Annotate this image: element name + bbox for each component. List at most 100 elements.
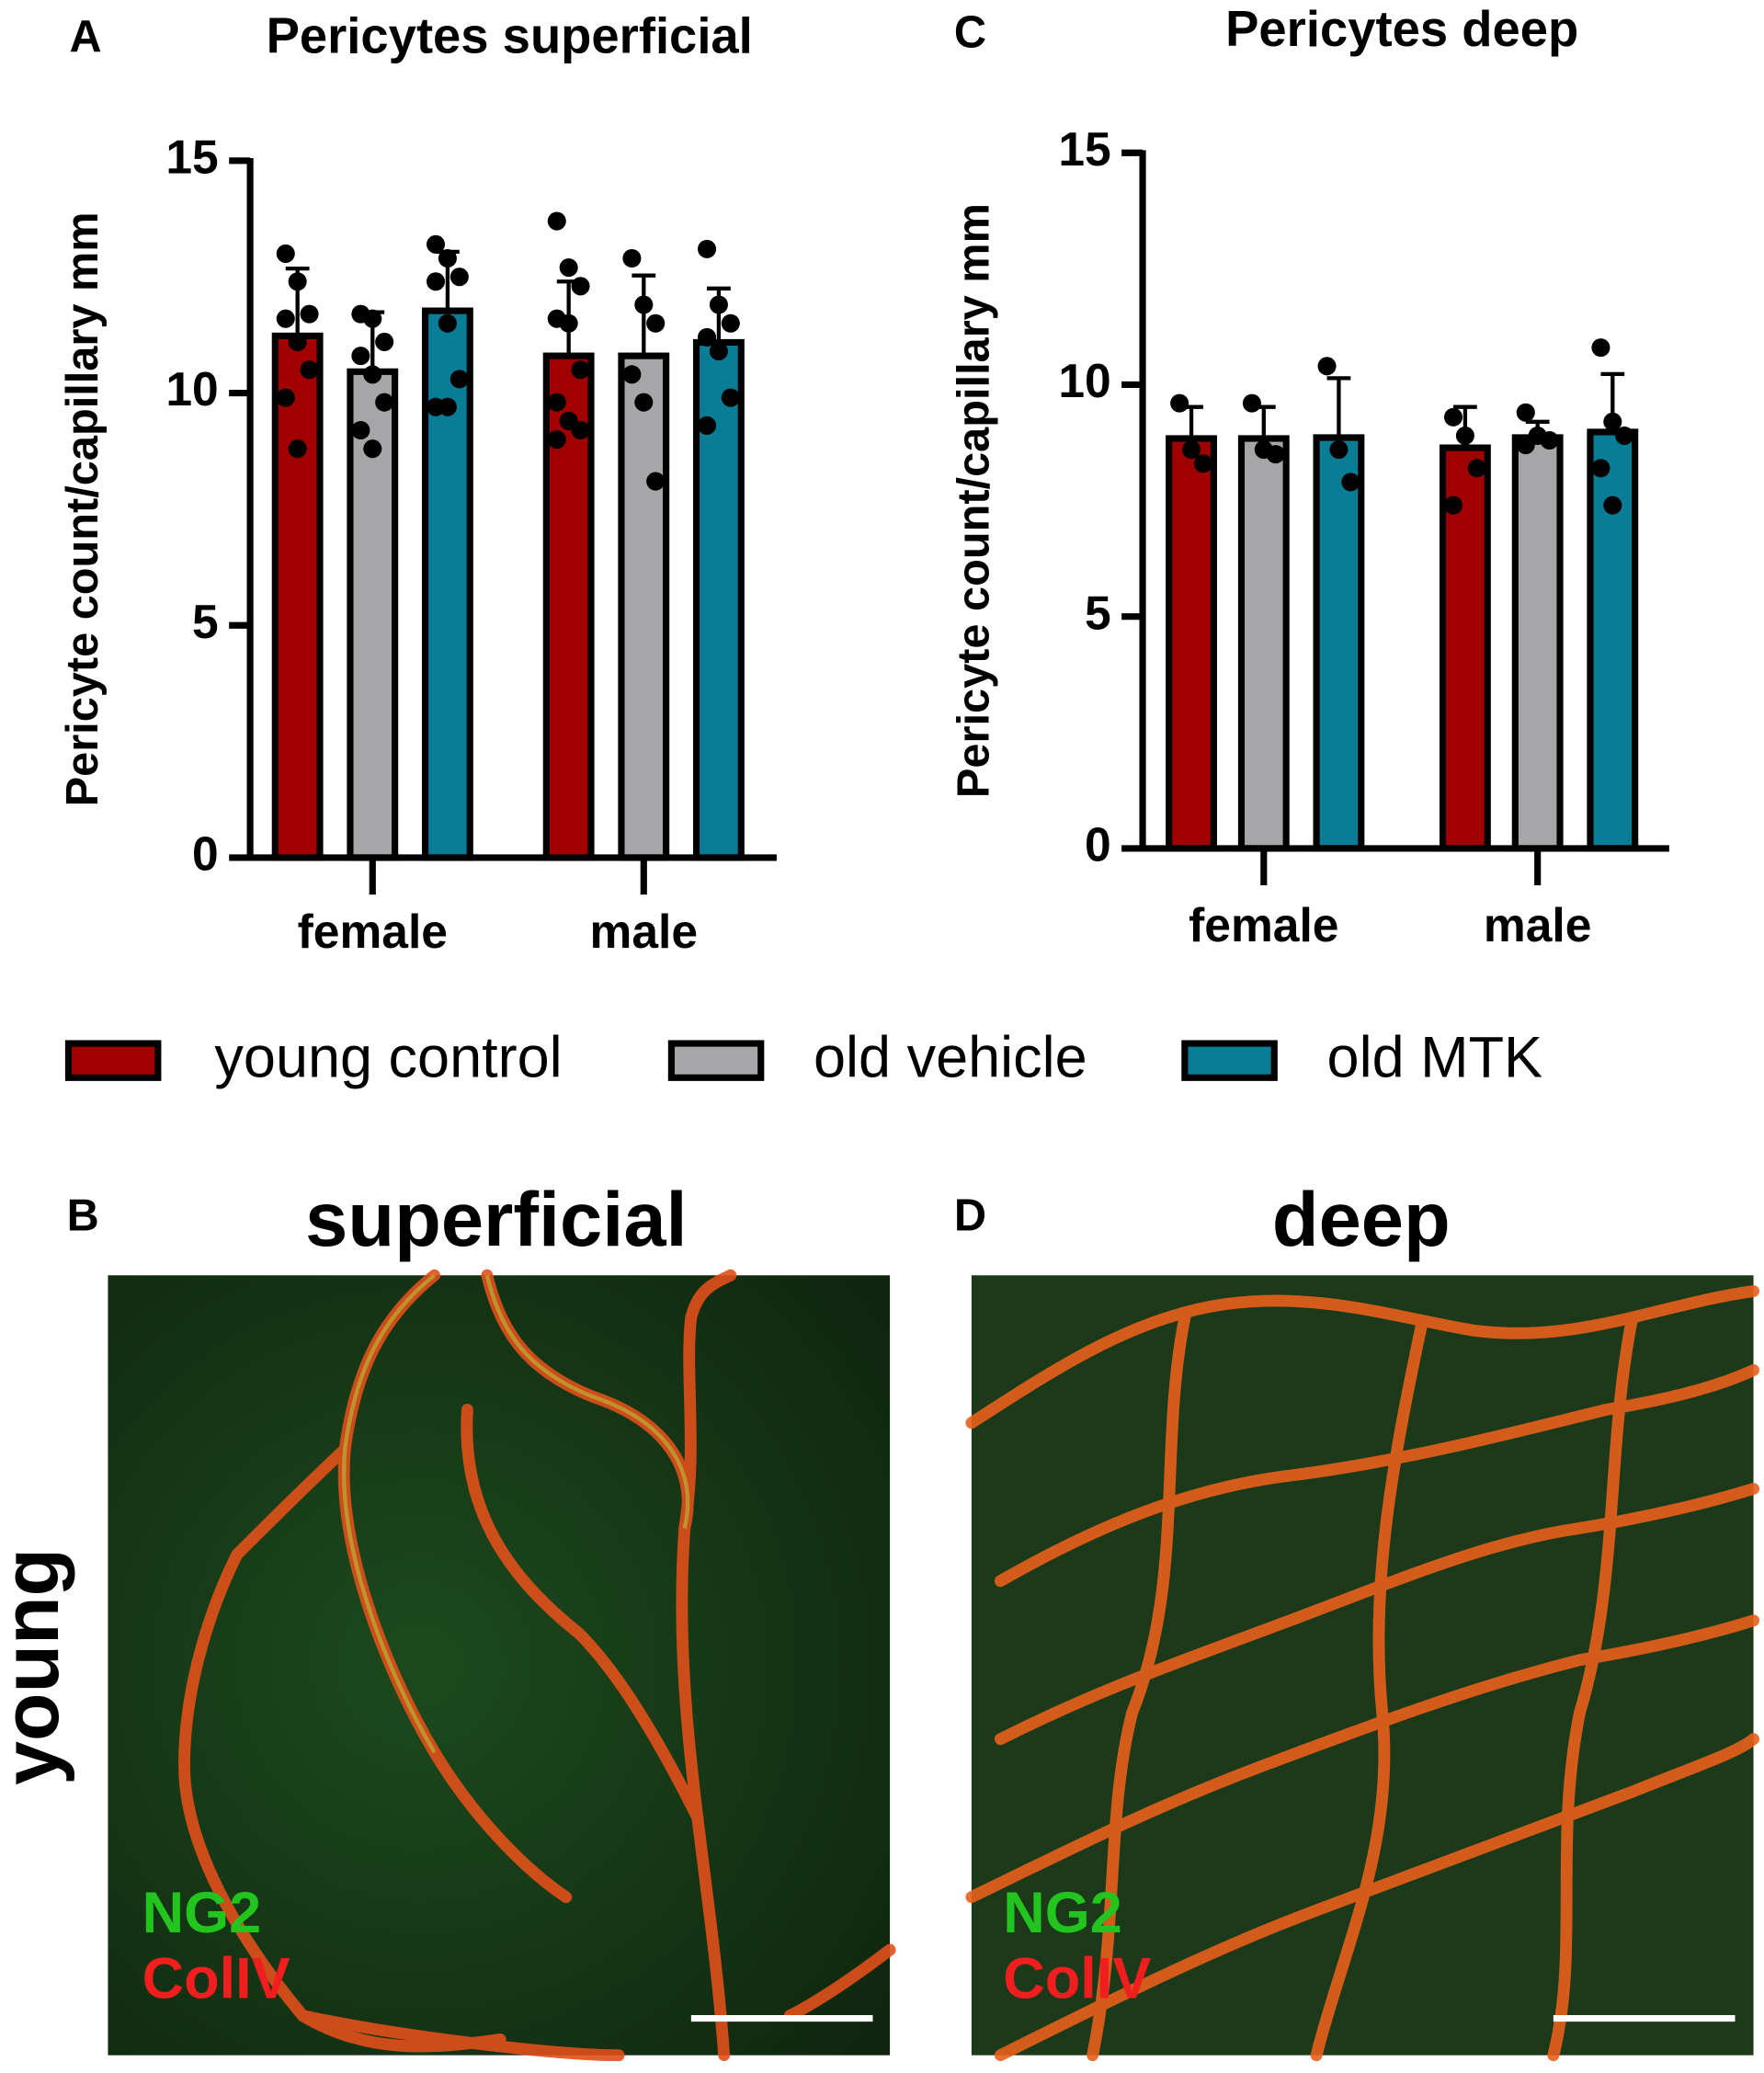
data-point [698,416,717,435]
y-tick-label: 15 [165,130,218,183]
data-point [646,472,666,491]
data-point [375,393,394,412]
panel-label: C [954,8,986,58]
row-label: young [0,1548,75,1785]
bar [1587,428,1639,852]
data-point [426,272,446,291]
data-point [1516,436,1535,455]
legend-label: young control [214,1026,562,1090]
data-point [438,397,457,416]
data-point [375,332,394,351]
data-point [1455,426,1474,445]
panel-label: A [70,12,102,62]
data-point [1182,440,1201,460]
y-tick-label: 0 [1085,818,1111,871]
y-tick-label: 10 [165,362,218,416]
legend-swatch [667,1040,765,1081]
data-point [1444,495,1463,515]
data-point [1603,412,1622,431]
chart-title: Pericytes deep [1225,1,1578,57]
data-point [1329,440,1349,460]
error-bar [632,273,656,357]
data-point [363,439,382,459]
data-point [1516,403,1535,422]
data-point [1444,407,1463,427]
data-point [351,420,370,440]
y-tick-label: 15 [1058,122,1110,176]
legend-swatch [1181,1040,1278,1081]
panel-label: B [67,1190,99,1240]
data-point [276,388,295,407]
data-point [559,313,578,333]
legend-swatch [64,1040,162,1081]
data-point [559,258,578,278]
data-point [709,342,728,361]
data-point [709,295,728,314]
data-point [634,393,654,412]
data-point [1591,338,1610,358]
data-point [547,211,566,231]
legend-label: old vehicle [814,1026,1087,1090]
data-point [721,313,740,333]
data-point [1242,393,1261,413]
data-point [276,309,295,328]
stain-label: NG2 [1003,1881,1122,1945]
x-tick-label: male [590,905,698,958]
stain-label: NG2 [142,1881,262,1945]
x-tick-label: male [1484,898,1591,951]
data-point [276,244,295,263]
chart-title: Pericytes superficial [267,7,753,63]
stain-label: ColIV [142,1946,290,2010]
data-point [698,239,717,258]
x-tick-label: female [298,905,448,958]
data-point [571,277,590,296]
data-point [1603,495,1622,515]
data-point [1317,357,1337,376]
data-point [438,248,457,268]
data-point [1341,473,1360,492]
data-point [300,360,319,380]
data-point [438,313,457,333]
data-point [1591,459,1610,478]
data-point [1266,445,1285,464]
data-point [288,439,307,459]
data-point [547,393,566,412]
y-tick-label: 5 [192,595,219,648]
bar [271,332,324,861]
data-point [622,248,642,268]
data-point [363,365,382,384]
data-point [571,360,590,380]
data-point [426,234,446,254]
data-point [571,420,590,440]
error-bar [1326,376,1351,438]
data-point [1170,393,1189,413]
panel-label: D [954,1190,986,1240]
data-point [300,304,319,324]
data-point [721,388,740,407]
data-point [450,370,469,389]
data-point [450,268,469,287]
bar [618,352,670,861]
y-tick-label: 0 [192,827,219,881]
y-axis-label: Pericyte count/capillary mm [58,211,108,806]
data-point [1540,430,1559,450]
data-point [646,313,666,333]
bar [1511,434,1564,852]
x-tick-label: female [1189,898,1338,951]
stain-label: ColIV [1003,1946,1151,2010]
data-point [1615,426,1634,445]
bar [1166,435,1217,852]
micrograph-superficial [108,1269,896,2062]
data-point [363,309,382,328]
data-point [634,295,654,314]
bar [421,307,473,861]
bar [1313,434,1365,852]
y-tick-label: 10 [1058,354,1110,407]
legend-label: old MTK [1327,1026,1543,1090]
y-tick-label: 5 [1085,586,1111,639]
data-point [547,430,566,450]
data-point [288,272,307,291]
data-point [1193,454,1212,473]
bar [1237,435,1290,852]
